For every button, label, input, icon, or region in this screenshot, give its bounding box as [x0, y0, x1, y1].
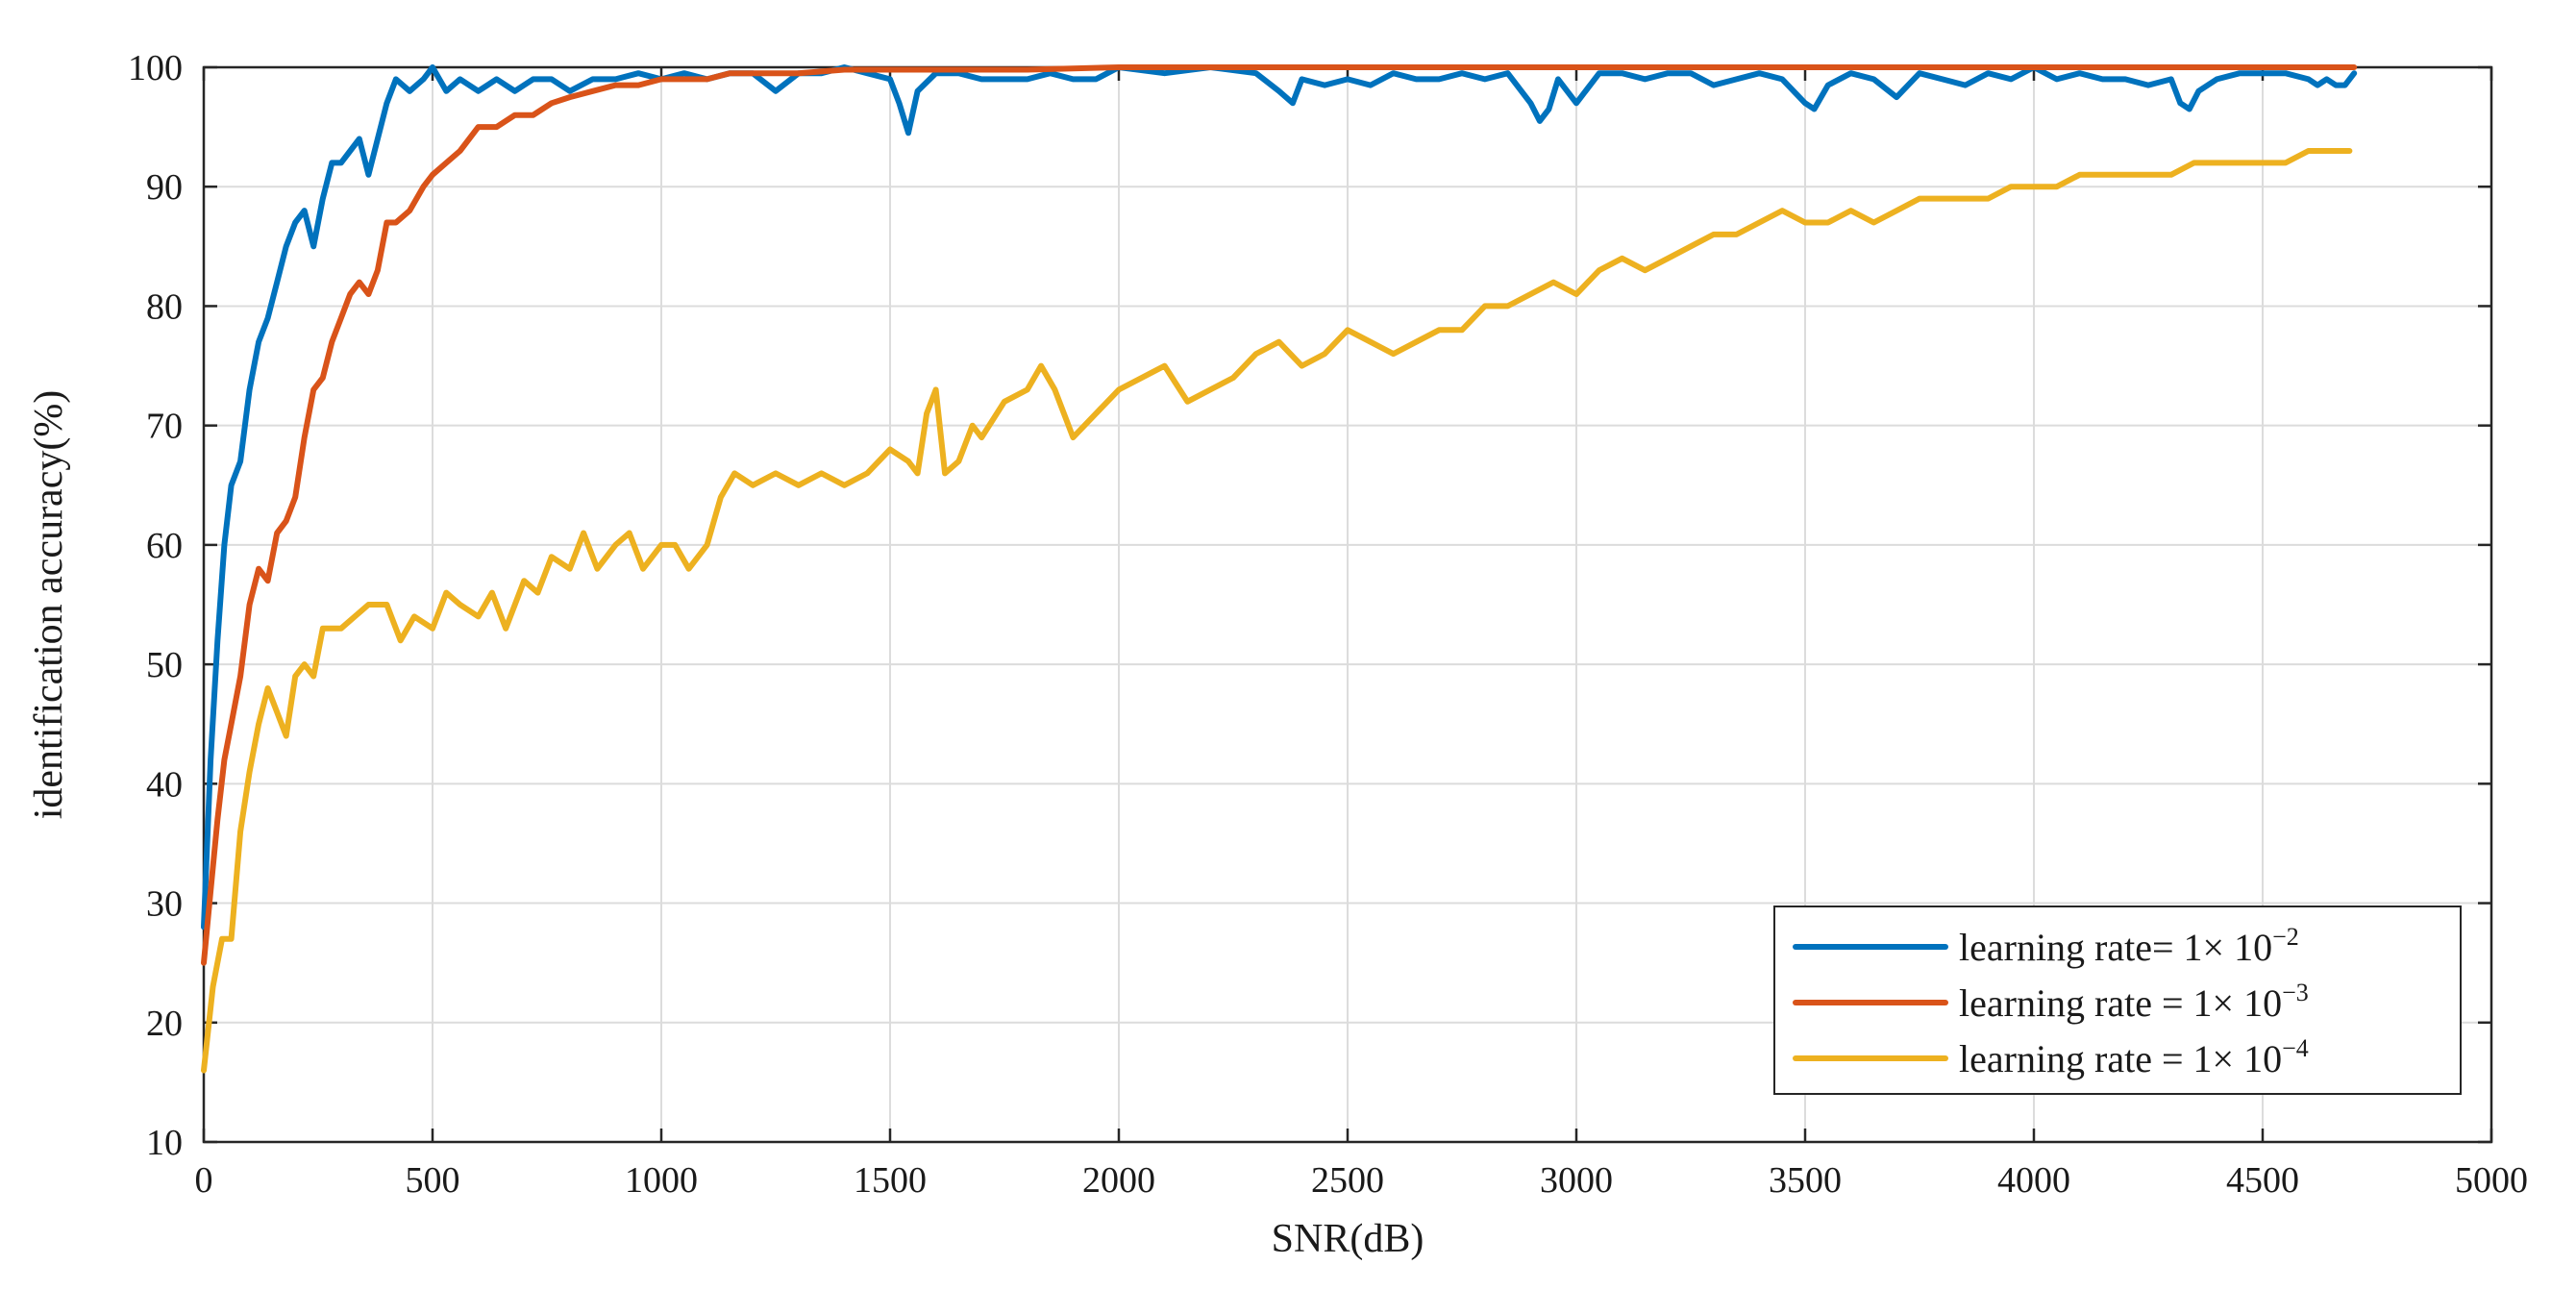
legend-label-exponent: −2	[2272, 923, 2299, 951]
legend: learning rate= 1× 10−2 learning rate = 1×…	[1773, 906, 2462, 1095]
y-tick-label: 100	[128, 48, 183, 88]
x-axis-title: SNR(dB)	[1272, 1217, 1424, 1261]
series-line-1	[201, 64, 2358, 930]
y-tick-label: 30	[146, 884, 183, 925]
x-tick-label: 0	[195, 1160, 213, 1201]
x-tick-label: 1000	[625, 1160, 698, 1201]
x-tick-label: 2500	[1311, 1160, 1384, 1201]
y-tick-label: 90	[146, 167, 183, 208]
x-tick-label: 4500	[2226, 1160, 2299, 1201]
series-lines	[201, 64, 2358, 1074]
x-tick-label: 3000	[1540, 1160, 1613, 1201]
x-tick-label: 2000	[1082, 1160, 1155, 1201]
legend-label-text: learning rate= 1× 10	[1959, 926, 2272, 969]
y-tick-label: 50	[146, 645, 183, 685]
x-tick-label: 4000	[1997, 1160, 2070, 1201]
series-line-2	[201, 64, 2358, 966]
y-tick-label: 60	[146, 526, 183, 566]
y-axis-title: identification accuracy(%)	[27, 390, 71, 820]
y-tick-label: 20	[146, 1004, 183, 1044]
legend-label-exponent: −3	[2282, 979, 2309, 1006]
y-tick-label: 70	[146, 407, 183, 447]
legend-label-1: learning rate= 1× 10−2	[1959, 923, 2299, 969]
y-tick-label: 80	[146, 286, 183, 327]
legend-label-3: learning rate = 1× 10−4	[1959, 1034, 2309, 1080]
legend-label-exponent: −4	[2282, 1034, 2309, 1062]
x-tick-label: 5000	[2455, 1160, 2528, 1201]
axis-ticks: 0 500 1000 1500 2000 2500 3000 3500 4000 4500 5000…	[128, 48, 2528, 1201]
x-tick-label: 500	[406, 1160, 460, 1201]
legend-label-text: learning rate = 1× 10	[1959, 1037, 2282, 1080]
legend-items: learning rate= 1× 10−2 learning rate = 1×…	[1793, 923, 2309, 1080]
y-tick-label: 40	[146, 764, 183, 805]
legend-label-2: learning rate = 1× 10−3	[1959, 979, 2309, 1025]
series-line-3	[201, 148, 2353, 1074]
y-tick-label: 10	[146, 1123, 183, 1163]
legend-label-text: learning rate = 1× 10	[1959, 981, 2282, 1025]
x-tick-label: 3500	[1769, 1160, 1842, 1201]
x-tick-label: 1500	[854, 1160, 927, 1201]
